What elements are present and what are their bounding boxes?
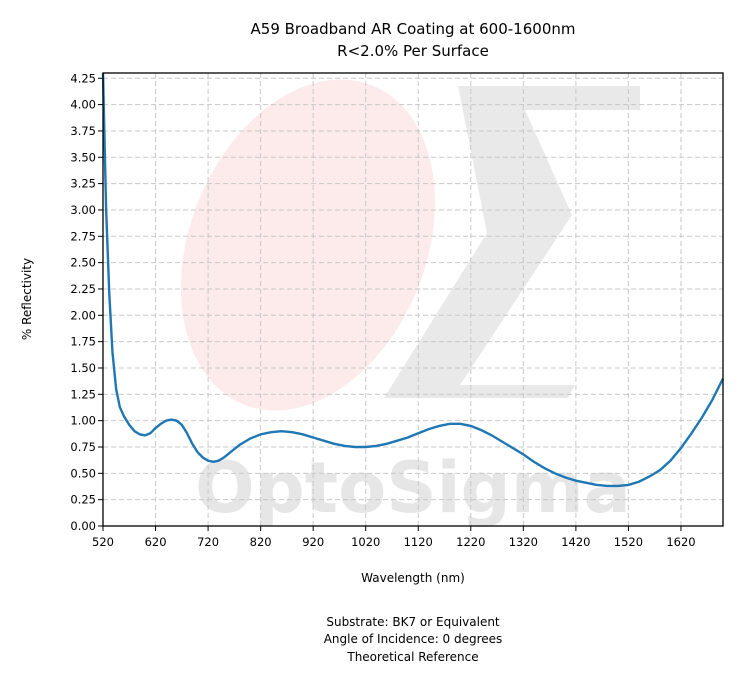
footer-substrate: Substrate: BK7 or Equivalent (326, 615, 500, 629)
watermark-sigma-icon (384, 86, 640, 398)
x-tick-label: 920 (302, 535, 324, 549)
x-tick-label: 1220 (456, 535, 485, 549)
y-tick-label: 4.25 (70, 71, 96, 85)
x-axis-label: Wavelength (nm) (361, 571, 465, 585)
reflectivity-series-line (101, 72, 725, 488)
y-tick-label: 0.25 (70, 493, 96, 507)
y-tick-label: 4.00 (70, 98, 96, 112)
plot-frame (102, 72, 724, 527)
y-axis-ticks: 0.00 0.25 0.50 0.75 1.00 1.25 1.50 1.75 2.00 2.25… (70, 71, 103, 533)
x-tick-label: 1320 (509, 535, 538, 549)
y-tick-label: 2.50 (70, 256, 96, 270)
optosigma-watermark-logo: OptoSigma (181, 79, 640, 529)
footer-reference: Theoretical Reference (346, 650, 478, 664)
y-tick-label: 2.00 (70, 308, 96, 322)
grid (102, 73, 723, 527)
x-tick-label: 1120 (404, 535, 433, 549)
y-tick-label: 1.75 (70, 335, 96, 349)
x-tick-label: 1420 (561, 535, 590, 549)
footer-angle: Angle of Incidence: 0 degrees (324, 632, 503, 646)
watermark-ellipse (181, 79, 435, 411)
y-tick-label: 1.50 (70, 361, 96, 375)
y-axis-label: % Reflectivity (20, 258, 34, 340)
y-tick-label: 2.25 (70, 282, 96, 296)
y-tick-label: 3.50 (70, 150, 96, 164)
x-tick-label: 520 (92, 535, 114, 549)
y-tick-label: 0.50 (70, 466, 96, 480)
y-tick-label: 2.75 (70, 229, 96, 243)
y-tick-label: 0.00 (70, 519, 96, 533)
y-tick-label: 0.75 (70, 440, 96, 454)
watermark-text: OptoSigma (195, 447, 631, 529)
y-tick-label: 3.25 (70, 177, 96, 191)
y-tick-label: 3.75 (70, 124, 96, 138)
x-tick-label: 1520 (614, 535, 643, 549)
x-tick-label: 620 (145, 535, 167, 549)
x-tick-label: 820 (250, 535, 272, 549)
x-tick-label: 1620 (666, 535, 695, 549)
x-axis-ticks: 520 620 720 820 920 1020 1120 1220 1320 1420 1520 1… (92, 526, 696, 549)
y-tick-label: 3.00 (70, 203, 96, 217)
chart-title-line2: R<2.0% Per Surface (337, 42, 489, 60)
chart-title-line1: A59 Broadband AR Coating at 600-1600nm (251, 20, 576, 38)
x-tick-label: 720 (197, 535, 219, 549)
y-tick-label: 1.00 (70, 414, 96, 428)
y-tick-label: 1.25 (70, 387, 96, 401)
x-tick-label: 1020 (351, 535, 380, 549)
